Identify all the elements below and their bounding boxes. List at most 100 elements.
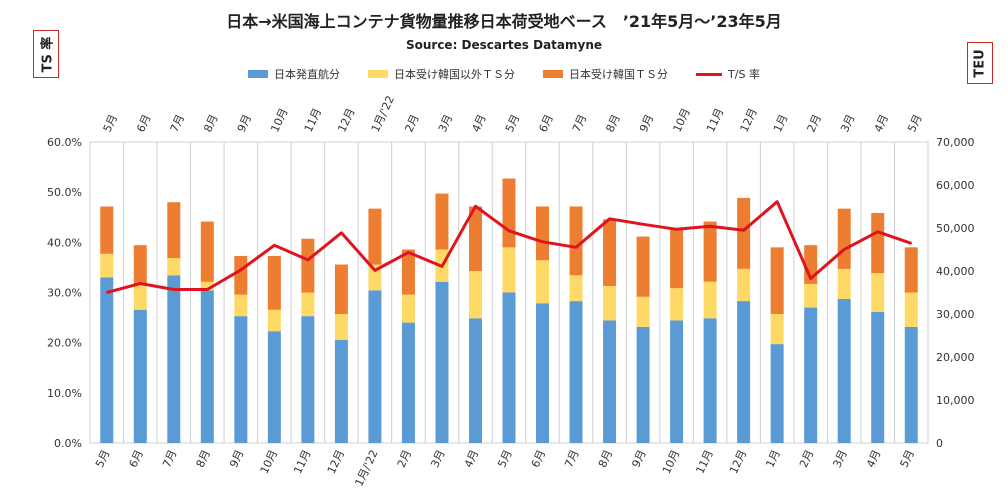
- bar-direct: [569, 301, 583, 443]
- legend-swatch-non-korea-ts: [368, 70, 389, 78]
- category-label-bottom: 11月: [693, 448, 715, 476]
- point-ts-rate: [139, 282, 142, 285]
- right-tick-label: 60,000: [936, 179, 975, 192]
- category-label-top: 5月: [905, 112, 924, 134]
- bar-korea-ts: [904, 247, 918, 293]
- left-axis-tag: TS 率: [33, 30, 59, 78]
- category-label-top: 7月: [168, 112, 187, 134]
- bar-non-korea-ts: [334, 314, 348, 340]
- bar-non-korea-ts: [368, 264, 382, 291]
- bar-direct: [703, 318, 717, 443]
- bar-non-korea-ts: [636, 296, 650, 327]
- bar-direct: [234, 316, 248, 443]
- category-label-bottom: 12月: [727, 448, 749, 476]
- bar-direct: [468, 318, 482, 443]
- left-tick-label: 40.0%: [47, 236, 82, 249]
- bar-non-korea-ts: [603, 286, 617, 321]
- right-tick-label: 0: [936, 437, 943, 450]
- bar-non-korea-ts: [837, 268, 851, 299]
- category-label-bottom: 11月: [291, 448, 313, 476]
- point-ts-rate: [608, 217, 611, 220]
- point-ts-rate: [441, 265, 443, 268]
- left-tick-label: 0.0%: [54, 437, 82, 450]
- bar-non-korea-ts: [200, 281, 214, 291]
- category-label-top: 4月: [469, 112, 488, 134]
- point-ts-rate: [273, 244, 276, 247]
- legend-swatch-direct: [248, 70, 269, 78]
- right-tick-label: 50,000: [936, 222, 975, 235]
- point-ts-rate: [508, 229, 510, 232]
- category-label-bottom: 2月: [395, 448, 414, 470]
- right-tick-label: 10,000: [936, 394, 975, 407]
- bar-non-korea-ts: [569, 275, 583, 302]
- bar-korea-ts: [100, 206, 114, 254]
- category-label-top: 4月: [872, 112, 891, 134]
- legend-label-korea-ts: 日本受け韓国ＴＳ分: [569, 68, 669, 81]
- bar-korea-ts: [569, 206, 583, 276]
- bar-direct: [871, 311, 885, 443]
- right-tick-label: 70,000: [936, 136, 975, 149]
- category-label-bottom: 3月: [428, 448, 447, 470]
- bar-non-korea-ts: [703, 281, 717, 319]
- bar-direct: [670, 320, 684, 443]
- bar-direct: [200, 290, 214, 443]
- bar-non-korea-ts: [670, 288, 684, 321]
- category-label-top: 3月: [436, 112, 455, 134]
- category-label-top: 5月: [503, 112, 522, 134]
- legend-swatch-korea-ts: [543, 70, 564, 78]
- bar-non-korea-ts: [502, 247, 516, 293]
- legend-label-direct: 日本発直航分: [274, 68, 341, 81]
- bar-direct: [267, 331, 281, 443]
- bar-korea-ts: [770, 247, 784, 314]
- bar-direct: [737, 301, 751, 443]
- point-ts-rate: [407, 251, 410, 254]
- bar-korea-ts: [737, 197, 751, 269]
- left-tick-label: 50.0%: [47, 186, 82, 199]
- bar-non-korea-ts: [871, 273, 885, 312]
- bar-non-korea-ts: [737, 268, 751, 302]
- legend-label-ts-rate: T/S 率: [728, 68, 760, 81]
- bar-korea-ts: [536, 206, 550, 261]
- bar-non-korea-ts: [100, 253, 114, 278]
- category-label-top: 3月: [838, 112, 857, 134]
- point-ts-rate: [843, 248, 845, 251]
- category-label-bottom: 5月: [898, 448, 917, 470]
- category-label-top: 7月: [570, 112, 589, 134]
- right-axis-tag: TEU: [967, 42, 993, 84]
- point-ts-rate: [541, 241, 544, 243]
- category-label-bottom: 3月: [831, 448, 850, 470]
- point-ts-rate: [675, 228, 678, 231]
- point-ts-rate: [474, 205, 477, 208]
- category-label-bottom: 10月: [660, 448, 682, 476]
- bar-direct: [301, 316, 315, 443]
- category-label-bottom: 10月: [258, 448, 280, 476]
- legend-item-direct: 日本発直航分: [248, 66, 340, 82]
- category-label-bottom: 7月: [160, 448, 179, 470]
- category-label-top: 10月: [671, 106, 693, 134]
- category-label-bottom: 2月: [797, 448, 816, 470]
- bar-direct: [435, 281, 449, 443]
- left-tick-label: 20.0%: [47, 337, 82, 350]
- bar-non-korea-ts: [401, 294, 415, 323]
- bar-korea-ts: [200, 221, 214, 282]
- point-ts-rate: [173, 288, 175, 291]
- bar-non-korea-ts: [536, 260, 550, 304]
- bar-direct: [401, 322, 415, 443]
- category-label-top: 9月: [235, 112, 254, 134]
- category-label-bottom: 5月: [93, 448, 112, 470]
- bar-korea-ts: [301, 238, 315, 293]
- bar-direct: [804, 307, 818, 443]
- right-tick-label: 20,000: [936, 351, 975, 364]
- category-label-bottom: 1月: [763, 448, 782, 470]
- point-ts-rate: [742, 229, 745, 232]
- category-label-top: 8月: [603, 112, 622, 134]
- chart-subtitle: Source: Descartes Datamyne: [405, 38, 603, 52]
- category-label-top: 1月/'22: [369, 94, 397, 135]
- bar-korea-ts: [401, 249, 415, 295]
- point-ts-rate: [642, 223, 644, 226]
- category-label-top: 12月: [738, 106, 760, 134]
- bar-non-korea-ts: [234, 294, 248, 317]
- bar-direct: [603, 320, 617, 443]
- bar-korea-ts: [603, 219, 617, 287]
